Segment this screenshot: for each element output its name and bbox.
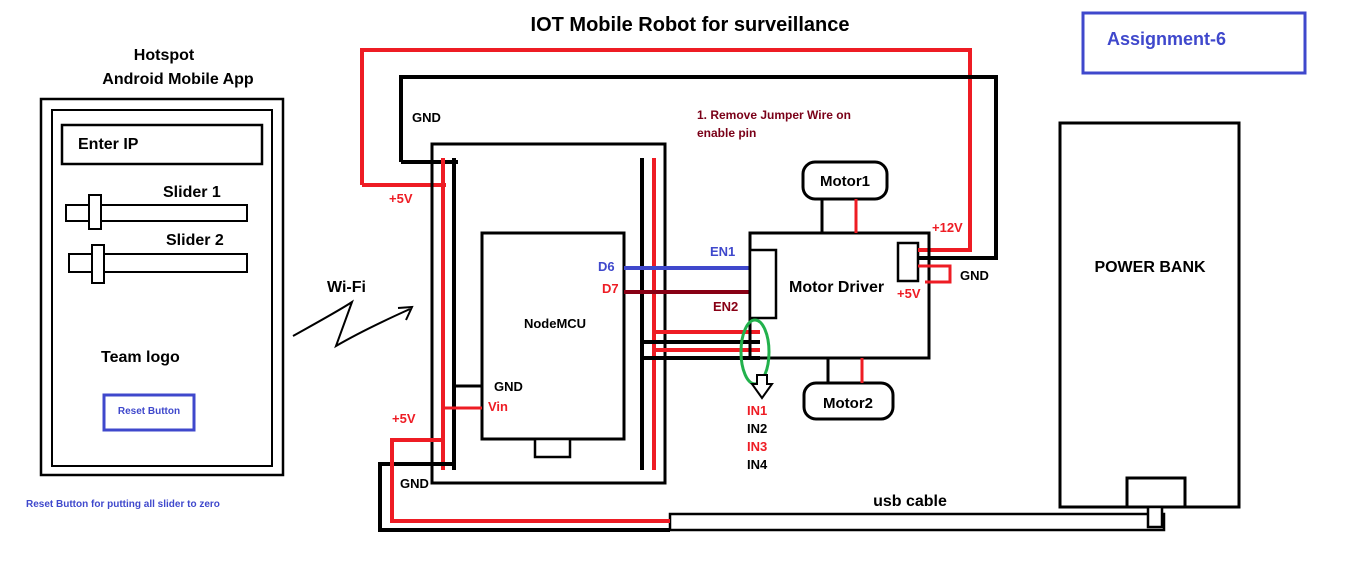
usb-cable-label: usb cable [873,493,947,510]
in2-label: IN2 [747,421,767,436]
driver-gnd-label: GND [960,268,989,283]
nodemcu-pin-gnd: GND [494,379,523,394]
usb-cable-plug [1146,505,1164,529]
nodemcu-board [480,231,626,441]
breadboard-5v-bottom-label: +5V [392,411,416,426]
wifi-label: Wi-Fi [327,279,366,296]
breadboard-gnd-top-label: GND [412,110,441,125]
phone-header-line2: Android Mobile App [102,71,254,88]
reset-button[interactable] [102,393,196,432]
slider2-thumb[interactable] [91,244,105,284]
breadboard-5v-top-label: +5V [389,191,413,206]
phone-header-line1: Hotspot [134,47,195,64]
power-bank [1058,121,1241,509]
wire-usb-gnd [378,462,670,532]
assignment-label: Assignment-6 [1107,29,1226,49]
in4-label: IN4 [747,457,768,472]
wire-gnd-loop [399,75,998,260]
in3-label: IN3 [747,439,767,454]
en2-label: EN2 [713,299,738,314]
breadboard [430,142,667,485]
wire-usb-5v [390,438,670,523]
breadboard-gnd-bottom-label: GND [400,476,429,491]
nodemcu-pin-vin: Vin [488,399,508,414]
motor1 [801,160,889,201]
team-logo-label: Team logo [101,349,180,366]
ip-input-field[interactable] [60,123,264,166]
nodemcu-usb-port [533,437,572,459]
wire-12v-loop [360,48,972,252]
nodemcu-label: NodeMCU [524,316,586,331]
slider1-thumb[interactable] [88,194,102,230]
power-bank-usb-port [1125,476,1187,509]
motor2-label: Motor2 [823,395,873,412]
motor-driver-label: Motor Driver [789,279,884,296]
usb-cable [668,512,1166,532]
jumper-note-line1: 1. Remove Jumper Wire on [697,108,851,122]
motor1-label: Motor1 [820,173,870,190]
motor-driver-enable-header [748,248,778,320]
driver-5v-label: +5V [897,286,921,301]
jumper-note-line2: enable pin [697,126,756,140]
slider1-track[interactable] [65,204,248,222]
nodemcu-pin-d6: D6 [598,259,615,274]
slider2-track[interactable] [68,253,248,273]
diagram-title: IOT Mobile Robot for surveillance [531,14,850,36]
slider2-label: Slider 2 [166,232,224,249]
nodemcu-pin-d7: D7 [602,281,619,296]
in1-label: IN1 [747,403,767,418]
phone-screen [51,109,273,467]
wifi-signal-arrow [292,299,411,349]
power-bank-label: POWER BANK [1094,259,1206,276]
motor-driver-power-terminal [896,241,920,283]
driver-12v-label: +12V [932,220,963,235]
en1-label: EN1 [710,244,735,259]
motor2 [802,381,895,421]
reset-footnote: Reset Button for putting all slider to z… [26,499,220,510]
wifi-arrowhead [397,305,414,321]
wire-driver-5v-out [918,264,952,284]
ip-input-label: Enter IP [78,136,139,153]
assignment-box [1081,11,1307,75]
reset-button-label: Reset Button [118,406,180,417]
phone-frame [39,97,285,477]
in-pins-arrow [750,374,774,400]
slider1-label: Slider 1 [163,184,221,201]
